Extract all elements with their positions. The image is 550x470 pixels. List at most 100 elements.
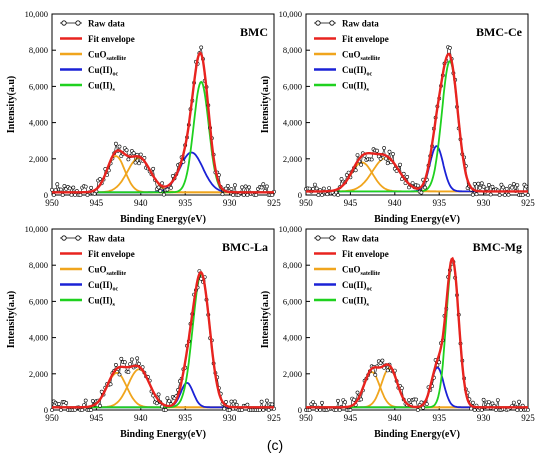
raw-data-point <box>89 408 94 412</box>
raw-data-point <box>380 358 385 363</box>
raw-data-point <box>64 401 69 405</box>
raw-data-point <box>320 400 324 405</box>
x-tick-label: 940 <box>134 198 148 208</box>
legend-label-sub: satellite <box>107 56 127 62</box>
x-tick-label: 935 <box>178 413 192 423</box>
raw-data-point <box>502 193 507 197</box>
raw-data-point <box>129 357 134 362</box>
legend-label-main: Cu(II) <box>88 81 113 91</box>
legend: Raw data Fit envelope CuOsatellite Cu(II)oc… <box>60 234 135 309</box>
legend-label: Raw data <box>342 19 379 29</box>
legend: Raw data Fit envelope CuOsatellite Cu(II)oc… <box>60 19 135 93</box>
raw-data-point <box>151 166 156 171</box>
legend-label-main: CuO <box>88 50 107 60</box>
plot-frame <box>305 13 529 196</box>
raw-data-point <box>316 193 321 197</box>
raw-data-point <box>391 152 395 156</box>
raw-data-point <box>515 183 520 188</box>
raw-data-line <box>51 47 275 196</box>
raw-data-point <box>479 408 484 412</box>
raw-data-point <box>479 181 484 186</box>
y-tick-label: 4,000 <box>283 118 302 128</box>
raw-data-point <box>227 408 232 412</box>
legend-label: Cu(II)oc <box>342 280 373 293</box>
x-axis-label: Binding Energy(eV) <box>120 429 206 440</box>
raw-data-point <box>359 162 364 167</box>
x-tick-label: 950 <box>45 198 59 208</box>
plot-frame <box>305 228 529 411</box>
raw-data-point <box>359 397 364 402</box>
raw-data-point <box>369 157 374 162</box>
raw-data-point <box>232 183 237 188</box>
legend-label-sub: s <box>113 87 116 93</box>
raw-data-point <box>506 192 511 197</box>
raw-data-point <box>490 184 495 189</box>
legend-label-main: Fit envelope <box>88 34 135 44</box>
raw-data-point <box>270 402 275 407</box>
legend-label: Cu(II)s <box>88 296 116 309</box>
plot-frame <box>51 13 275 196</box>
fit-envelope-curve <box>52 51 274 194</box>
legend-label: Fit envelope <box>88 34 135 44</box>
raw-data-point <box>199 45 204 50</box>
y-tick-label: 0 <box>298 190 302 200</box>
legend-label-sub: s <box>113 302 116 308</box>
raw-data-point <box>231 193 236 197</box>
raw-data-point <box>126 157 131 162</box>
raw-data-point <box>511 182 516 186</box>
panel-title: BMC-Ce <box>476 25 523 39</box>
raw-data-point <box>247 185 252 190</box>
raw-data-point <box>59 408 63 412</box>
raw-data-point <box>138 152 143 157</box>
raw-data-point <box>80 408 85 412</box>
raw-data-point <box>85 193 90 197</box>
raw-data-point <box>476 181 481 186</box>
raw-data-point <box>504 186 509 191</box>
raw-data-point <box>352 397 356 402</box>
raw-data-point <box>499 182 504 187</box>
x-tick-label: 950 <box>299 198 313 208</box>
raw-data-point <box>307 408 312 412</box>
raw-data-markers <box>304 259 530 412</box>
legend: Raw data Fit envelope CuOsatellite Cu(II)oc… <box>314 19 389 93</box>
raw-data-point <box>78 193 83 197</box>
fit-envelope-curve <box>306 52 528 193</box>
raw-data-point <box>312 402 317 407</box>
raw-data-point <box>169 185 173 190</box>
raw-data-point <box>348 408 353 412</box>
raw-data-point <box>222 406 227 411</box>
raw-data-point <box>133 160 138 165</box>
raw-data-point <box>71 185 76 190</box>
legend-marker <box>75 20 81 26</box>
legend-label-sub: satellite <box>107 271 127 277</box>
raw-data-point <box>526 193 530 197</box>
raw-data-point <box>73 193 78 197</box>
raw-data-point <box>490 401 495 406</box>
legend-marker <box>329 235 335 241</box>
panel-title: BMC-La <box>222 240 268 254</box>
raw-data-point <box>114 141 118 146</box>
y-axis-label: Intensity(a.u) <box>6 76 17 134</box>
raw-data-point <box>55 182 60 187</box>
raw-data-point <box>387 149 392 154</box>
raw-data-point <box>245 402 250 407</box>
raw-data-point <box>232 399 237 404</box>
raw-data-point <box>353 168 358 173</box>
raw-data-point <box>264 184 269 189</box>
x-axis-label: Binding Energy(eV) <box>374 429 460 440</box>
legend: Raw data Fit envelope CuOsatellite Cu(II)oc… <box>314 234 389 308</box>
legend-label: Raw data <box>88 234 125 244</box>
raw-data-point <box>327 186 332 191</box>
legend-label-sub: oc <box>113 72 119 78</box>
raw-data-point <box>419 190 424 195</box>
raw-data-point <box>135 356 140 361</box>
raw-data-point <box>415 183 420 188</box>
raw-data-point <box>261 182 266 187</box>
legend-label: Cu(II)oc <box>342 65 373 78</box>
figure-caption: (c) <box>266 437 284 453</box>
raw-data-point <box>486 400 491 405</box>
y-tick-label: 0 <box>298 405 302 415</box>
raw-data-point <box>137 161 141 166</box>
x-tick-label: 935 <box>432 198 446 208</box>
legend-label-main: Fit envelope <box>342 249 389 259</box>
